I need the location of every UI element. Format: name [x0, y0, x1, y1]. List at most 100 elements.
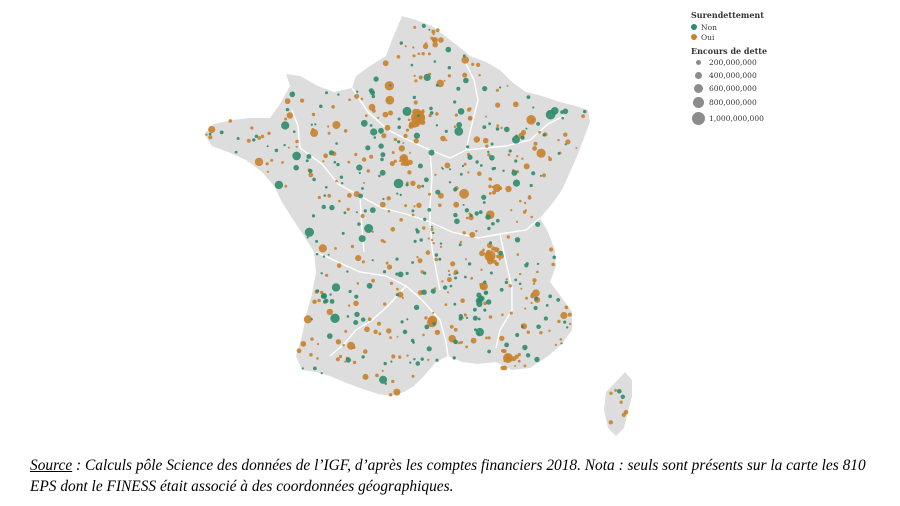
eps-dot — [526, 330, 530, 334]
eps-dot — [331, 105, 335, 109]
eps-dot — [311, 214, 316, 218]
eps-dot — [310, 123, 313, 126]
eps-dot — [439, 242, 443, 245]
eps-dot — [281, 121, 290, 130]
eps-dot — [343, 129, 348, 133]
eps-dot — [398, 355, 402, 359]
eps-dot — [535, 221, 541, 227]
eps-dot — [404, 204, 408, 208]
eps-dot — [381, 133, 387, 139]
eps-dot — [500, 365, 505, 371]
eps-dot — [433, 60, 437, 63]
eps-dot — [341, 182, 344, 185]
eps-dot — [365, 145, 371, 151]
eps-dot — [413, 132, 420, 139]
eps-dot — [219, 130, 224, 135]
eps-dot — [348, 98, 351, 101]
eps-dot — [323, 194, 327, 197]
eps-dot — [485, 214, 491, 220]
eps-dot — [453, 271, 457, 276]
eps-dot — [325, 91, 328, 95]
legend-size-label: 600,000,000 — [709, 84, 757, 93]
eps-dot — [423, 73, 431, 81]
eps-dot — [382, 60, 389, 67]
eps-dot — [300, 98, 305, 103]
eps-dot — [462, 203, 465, 206]
france-map — [204, 16, 632, 436]
eps-dot — [575, 147, 578, 149]
eps-dot — [400, 154, 408, 162]
eps-dot — [450, 261, 456, 267]
eps-dot — [293, 164, 300, 171]
eps-dot — [403, 133, 408, 139]
eps-dot — [443, 79, 446, 82]
eps-dot — [428, 149, 435, 156]
legend-item-oui: Oui — [691, 32, 811, 42]
eps-dot — [415, 228, 419, 232]
eps-dot — [386, 99, 390, 102]
eps-dot — [453, 100, 457, 104]
eps-dot — [309, 353, 313, 357]
eps-dot — [521, 325, 524, 329]
eps-dot — [266, 170, 269, 173]
eps-dot — [208, 132, 212, 136]
eps-dot — [473, 136, 480, 143]
eps-dot — [315, 239, 319, 243]
eps-dot — [525, 296, 528, 300]
eps-dot — [260, 134, 265, 139]
eps-dot — [529, 183, 533, 188]
eps-dot — [432, 37, 438, 43]
eps-dot — [327, 253, 330, 256]
eps-dot — [568, 322, 572, 326]
eps-dot — [525, 127, 528, 130]
eps-dot — [428, 28, 431, 31]
eps-dot — [369, 207, 376, 214]
eps-dot — [412, 95, 416, 100]
eps-dot — [364, 224, 374, 233]
eps-dot — [432, 242, 435, 245]
legend-size-title: Encours de dette — [691, 46, 768, 56]
eps-dot — [461, 56, 470, 64]
eps-dot — [462, 231, 466, 235]
eps-dot — [502, 169, 505, 172]
eps-dot — [467, 171, 470, 174]
eps-dot — [411, 111, 425, 125]
eps-dot — [403, 162, 408, 167]
eps-dot — [454, 113, 458, 117]
eps-dot — [581, 114, 585, 119]
eps-dot — [329, 299, 335, 304]
eps-dot — [411, 374, 415, 378]
eps-dot — [429, 106, 433, 111]
eps-dot — [461, 164, 464, 168]
eps-dot — [438, 203, 442, 207]
eps-dot — [487, 153, 491, 157]
eps-dot — [322, 255, 326, 258]
eps-dot — [413, 304, 420, 311]
eps-dot — [566, 326, 569, 329]
eps-dot — [475, 327, 484, 337]
eps-dot — [524, 209, 527, 212]
eps-dot — [489, 241, 492, 245]
eps-dot — [476, 62, 481, 67]
eps-dot — [274, 148, 279, 153]
eps-dot — [487, 336, 491, 340]
eps-dot — [315, 252, 319, 256]
eps-dots-surendettement-non — [208, 23, 625, 399]
eps-dot — [308, 172, 314, 178]
eps-dot — [398, 145, 405, 152]
eps-dot — [524, 307, 527, 310]
eps-dot — [491, 167, 495, 171]
eps-dot — [494, 261, 499, 267]
eps-dot — [465, 316, 469, 319]
eps-dot — [504, 126, 510, 133]
eps-dot — [432, 231, 435, 235]
eps-dot — [393, 159, 397, 163]
eps-dot — [460, 298, 465, 304]
eps-dot — [527, 195, 532, 200]
legend-size-item: 600,000,000 — [691, 84, 811, 93]
eps-dot — [234, 150, 238, 154]
eps-dot — [504, 342, 509, 348]
eps-dot — [317, 298, 321, 303]
eps-dot — [501, 349, 505, 353]
eps-dot — [422, 226, 426, 230]
